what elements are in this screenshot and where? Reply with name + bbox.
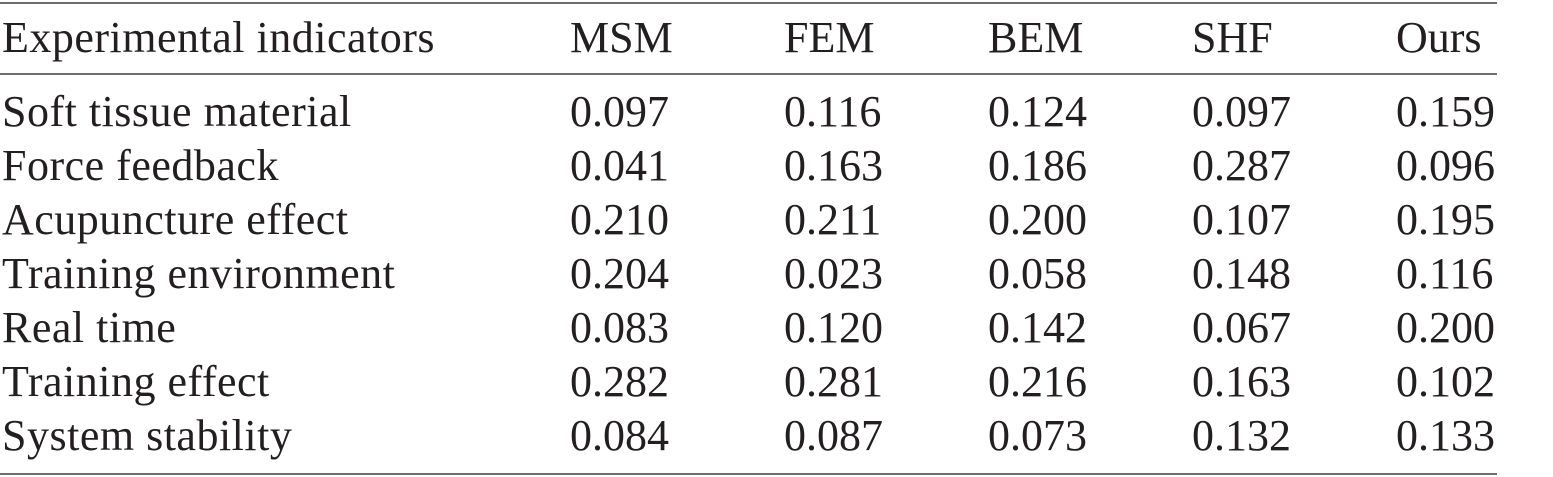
column-header-msm: MSM (570, 13, 673, 62)
cell-bem: 0.142 (988, 303, 1087, 352)
cell-ours: 0.159 (1396, 87, 1495, 136)
row-label: Acupuncture effect (2, 195, 349, 244)
cell-msm: 0.083 (570, 303, 669, 352)
cell-bem: 0.073 (988, 411, 1087, 460)
cell-ours: 0.200 (1396, 303, 1495, 352)
cell-shf: 0.097 (1192, 87, 1291, 136)
table-header-row: Experimental indicators MSM FEM BEM SHF … (0, 11, 1497, 65)
table-row: Soft tissue material 0.097 0.116 0.124 0… (0, 85, 1497, 139)
table-row: Real time 0.083 0.120 0.142 0.067 0.200 (0, 301, 1497, 355)
cell-fem: 0.120 (784, 303, 883, 352)
column-header-fem: FEM (784, 13, 875, 62)
cell-fem: 0.087 (784, 411, 883, 460)
cell-bem: 0.186 (988, 141, 1087, 190)
cell-bem: 0.058 (988, 249, 1087, 298)
table-row: Training environment 0.204 0.023 0.058 0… (0, 247, 1497, 301)
column-header-ours: Ours (1396, 13, 1482, 62)
column-header-indicators: Experimental indicators (2, 13, 436, 62)
row-label: Training environment (2, 249, 396, 298)
cell-msm: 0.204 (570, 249, 669, 298)
row-label: System stability (2, 411, 293, 460)
cell-bem: 0.124 (988, 87, 1087, 136)
cell-ours: 0.102 (1396, 357, 1495, 406)
cell-shf: 0.163 (1192, 357, 1291, 406)
cell-msm: 0.084 (570, 411, 669, 460)
cell-bem: 0.216 (988, 357, 1087, 406)
bottom-rule (0, 473, 1497, 475)
table-row: Acupuncture effect 0.210 0.211 0.200 0.1… (0, 193, 1497, 247)
cell-bem: 0.200 (988, 195, 1087, 244)
top-rule (0, 2, 1497, 4)
cell-fem: 0.023 (784, 249, 883, 298)
comparison-table: Experimental indicators MSM FEM BEM SHF … (0, 2, 1497, 475)
row-label: Training effect (2, 357, 270, 406)
cell-fem: 0.281 (784, 357, 883, 406)
cell-shf: 0.148 (1192, 249, 1291, 298)
column-header-bem: BEM (988, 13, 1084, 62)
cell-ours: 0.133 (1396, 411, 1495, 460)
table-row: Training effect 0.282 0.281 0.216 0.163 … (0, 355, 1497, 409)
row-label: Real time (2, 303, 177, 352)
cell-msm: 0.097 (570, 87, 669, 136)
cell-shf: 0.287 (1192, 141, 1291, 190)
cell-shf: 0.067 (1192, 303, 1291, 352)
header-rule (0, 73, 1497, 75)
cell-ours: 0.116 (1396, 249, 1494, 298)
table-row: System stability 0.084 0.087 0.073 0.132… (0, 409, 1497, 463)
cell-msm: 0.041 (570, 141, 669, 190)
column-header-shf: SHF (1192, 13, 1273, 62)
cell-msm: 0.282 (570, 357, 669, 406)
table-row: Force feedback 0.041 0.163 0.186 0.287 0… (0, 139, 1497, 193)
row-label: Force feedback (2, 141, 279, 190)
cell-shf: 0.107 (1192, 195, 1291, 244)
cell-fem: 0.116 (784, 87, 882, 136)
cell-shf: 0.132 (1192, 411, 1291, 460)
cell-ours: 0.096 (1396, 141, 1495, 190)
row-label: Soft tissue material (2, 87, 352, 136)
cell-ours: 0.195 (1396, 195, 1495, 244)
cell-fem: 0.211 (784, 195, 882, 244)
cell-fem: 0.163 (784, 141, 883, 190)
cell-msm: 0.210 (570, 195, 669, 244)
